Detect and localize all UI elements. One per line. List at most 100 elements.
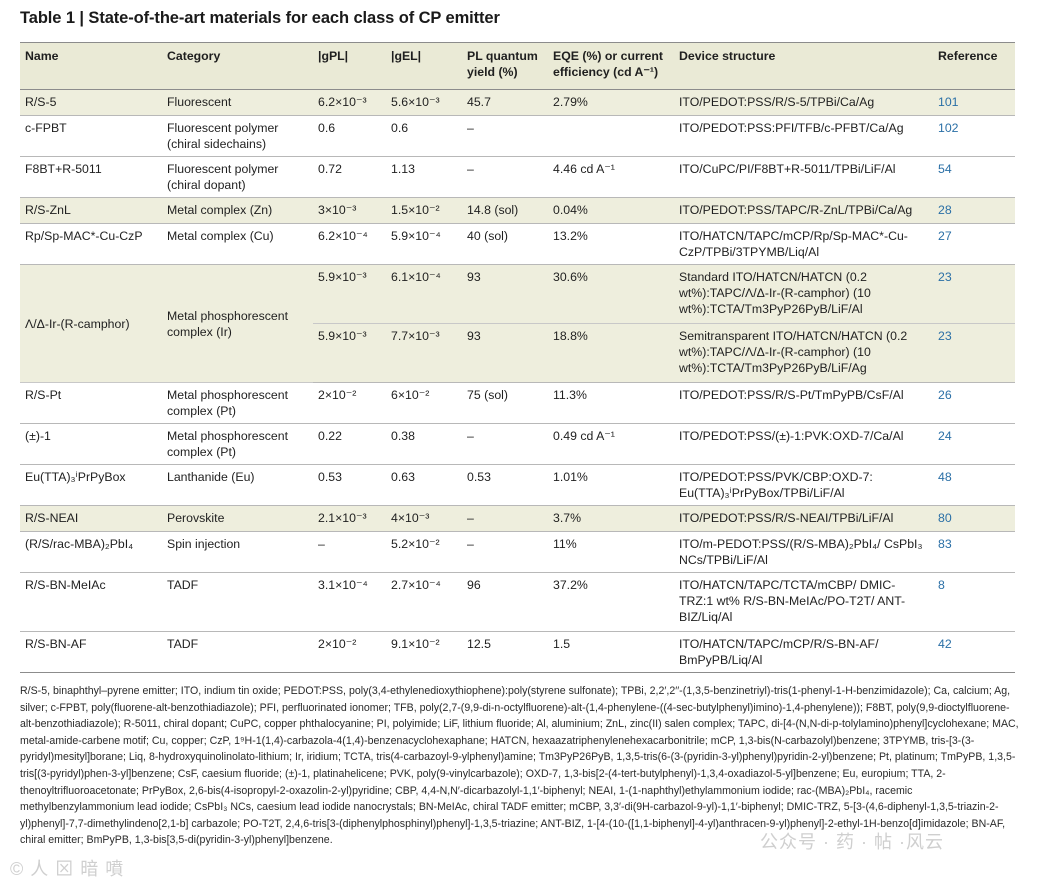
cell-gpl: 2×10⁻² (318, 388, 357, 402)
cell-gpl: 2×10⁻² (318, 637, 357, 651)
cell-plqy: – (467, 429, 474, 443)
cell-gel: 6.1×10⁻⁴ (386, 264, 462, 324)
cell-gpl: 0.6 (318, 121, 336, 135)
cell-plqy: – (467, 162, 474, 176)
reference-link[interactable]: 80 (933, 505, 1015, 532)
cell-name: Λ/Δ-Ir-(R-camphor) (20, 264, 162, 383)
cell-gel: 5.6×10⁻³ (386, 89, 462, 116)
cell-gpl: 3.1×10⁻⁴ (318, 578, 368, 592)
cell-gpl: 5.9×10⁻³ (313, 264, 386, 324)
reference-link[interactable]: 26 (938, 388, 952, 402)
cell-name: R/S-Pt (25, 388, 62, 402)
cell-eqe: 0.49 cd A⁻¹ (553, 429, 615, 443)
cell-name: F8BT+R-5011 (25, 162, 102, 176)
cell-eqe: 3.7% (548, 505, 674, 532)
cell-name: Eu(TTA)₃ⁱPrPyBox (25, 470, 126, 484)
cell-device: Standard ITO/HATCN/HATCN (0.2 wt%):TAPC/… (674, 264, 933, 324)
cell-device: Semitransparent ITO/HATCN/HATCN (0.2 wt%… (674, 323, 933, 383)
cell-device: ITO/PEDOT:PSS/R/S-5/TPBi/Ca/Ag (674, 89, 933, 116)
cell-gpl: 3×10⁻³ (313, 197, 386, 224)
reference-link[interactable]: 42 (938, 637, 952, 651)
reference-link[interactable]: 101 (933, 89, 1015, 116)
cell-category: Fluorescent (162, 89, 313, 116)
header-plqy: PL quantum yield (%) (462, 42, 548, 90)
cell-plqy: 12.5 (467, 637, 491, 651)
cell-category: Spin injection (167, 537, 241, 551)
cell-gel: 1.5×10⁻² (386, 197, 462, 224)
cell-gpl: 2.1×10⁻³ (313, 505, 386, 532)
reference-link[interactable]: 27 (938, 229, 952, 243)
cell-plqy: 45.7 (462, 89, 548, 116)
cell-name: R/S-5 (20, 89, 162, 116)
cell-eqe (548, 116, 674, 157)
table-row: R/S-5 Fluorescent 6.2×10⁻³ 5.6×10⁻³ 45.7… (20, 89, 1015, 116)
header-eqe: EQE (%) or current efficiency (cd A⁻¹) (548, 42, 674, 90)
cell-category: TADF (167, 578, 199, 592)
table-row: Rp/Sp-MAC*-Cu-CzP Metal complex (Cu) 6.2… (20, 224, 1015, 265)
header-row: Name Category |gPL| |gEL| PL quantum yie… (20, 42, 1015, 90)
reference-link[interactable]: 83 (938, 537, 952, 551)
cell-eqe: 37.2% (553, 578, 588, 592)
table-row: Eu(TTA)₃ⁱPrPyBox Lanthanide (Eu) 0.53 0.… (20, 465, 1015, 506)
cell-gel: 7.7×10⁻³ (386, 323, 462, 383)
reference-link[interactable]: 8 (938, 578, 945, 592)
table-row: F8BT+R-5011 Fluorescent polymer (chiral … (20, 157, 1015, 198)
cell-name: (R/S/rac-MBA)₂PbI₄ (25, 537, 134, 551)
cell-gpl: 0.53 (318, 470, 342, 484)
cell-plqy: 75 (sol) (467, 388, 509, 402)
cell-eqe: 2.79% (548, 89, 674, 116)
cell-device: ITO/PEDOT:PSS/(±)-1:PVK:OXD-7/Ca/Al (679, 429, 904, 443)
cell-device: ITO/PEDOT:PSS/R/S-Pt/TmPyPB/CsF/Al (679, 388, 904, 402)
cell-gel: 0.6 (391, 121, 409, 135)
cell-category: Metal phosphorescent complex (Pt) (167, 388, 288, 418)
cell-name: R/S-BN-AF (25, 637, 87, 651)
header-category: Category (162, 42, 313, 90)
cell-eqe: 0.04% (548, 197, 674, 224)
header-device: Device structure (674, 42, 933, 90)
table-row: R/S-NEAI Perovskite 2.1×10⁻³ 4×10⁻³ – 3.… (20, 505, 1015, 532)
cell-name: R/S-NEAI (20, 505, 162, 532)
cell-plqy: – (467, 537, 474, 551)
cell-category: Fluorescent polymer (chiral sidechains) (167, 121, 279, 151)
cell-gel: 0.63 (391, 470, 415, 484)
cell-device: ITO/HATCN/TAPC/mCP/Rp/Sp-MAC*-Cu-CzP/TPB… (679, 229, 908, 259)
cell-device: ITO/HATCN/TAPC/mCP/R/S-BN-AF/ BmPyPB/Liq… (679, 637, 879, 667)
cell-gel: 2.7×10⁻⁴ (391, 578, 441, 592)
reference-link[interactable]: 23 (933, 264, 1015, 324)
reference-link[interactable]: 102 (938, 121, 959, 135)
cell-gpl: 5.9×10⁻³ (313, 323, 386, 383)
abbreviations-footnote: R/S-5, binaphthyl–pyrene emitter; ITO, i… (20, 685, 1019, 847)
cell-plqy: 96 (467, 578, 481, 592)
header-gpl: |gPL| (313, 42, 386, 90)
reference-link[interactable]: 48 (938, 470, 952, 484)
cell-name: c-FPBT (25, 121, 67, 135)
table-row: R/S-BN-MeIAc TADF 3.1×10⁻⁴ 2.7×10⁻⁴ 96 3… (20, 573, 1015, 632)
cell-device: ITO/PEDOT:PSS/PVK/CBP:OXD-7: Eu(TTA)₃ⁱPr… (679, 470, 873, 500)
cell-eqe: 11.3% (553, 388, 587, 402)
cell-gpl: 0.72 (318, 162, 342, 176)
cell-category: Perovskite (162, 505, 313, 532)
reference-link[interactable]: 24 (938, 429, 952, 443)
cell-category: TADF (167, 637, 199, 651)
cell-plqy: – (462, 505, 548, 532)
cell-device: ITO/CuPC/PI/F8BT+R-5011/TPBi/LiF/Al (679, 162, 896, 176)
reference-link[interactable]: 23 (933, 323, 1015, 383)
cell-name: R/S-ZnL (20, 197, 162, 224)
table-row: R/S-BN-AF TADF 2×10⁻² 9.1×10⁻² 12.5 1.5 … (20, 632, 1015, 673)
cell-category: Metal phosphorescent complex (Ir) (162, 264, 313, 383)
cell-name: Rp/Sp-MAC*-Cu-CzP (25, 229, 143, 243)
reference-link[interactable]: 28 (933, 197, 1015, 224)
cell-category: Metal complex (Zn) (162, 197, 313, 224)
cell-plqy: 93 (462, 323, 548, 383)
cell-eqe: 13.2% (553, 229, 588, 243)
table-title: Table 1 | State-of-the-art materials for… (20, 9, 500, 27)
cell-category: Metal phosphorescent complex (Pt) (167, 429, 288, 459)
header-name: Name (20, 42, 162, 90)
reference-link[interactable]: 54 (938, 162, 952, 176)
cell-eqe: 1.5 (553, 637, 571, 651)
cell-gel: 0.38 (391, 429, 415, 443)
cell-eqe: 11% (553, 537, 577, 551)
cell-gpl: 0.22 (318, 429, 342, 443)
cell-plqy: 0.53 (467, 470, 491, 484)
cell-gel: 5.2×10⁻² (391, 537, 440, 551)
